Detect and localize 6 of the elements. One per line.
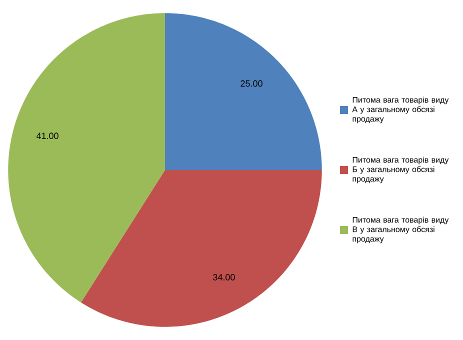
legend-label: Питома вага товарів виду В у загальному обсязі продажу <box>352 216 449 244</box>
data-label: 41.00 <box>36 132 58 140</box>
legend-label: Питома вага товарів виду А у загальному обсязі продажу <box>352 96 449 124</box>
data-label: 25.00 <box>240 80 262 87</box>
legend-label: Питома вага товарів виду Б у загальному обсязі продажу <box>352 156 449 184</box>
data-label: 34.00 <box>213 274 235 280</box>
